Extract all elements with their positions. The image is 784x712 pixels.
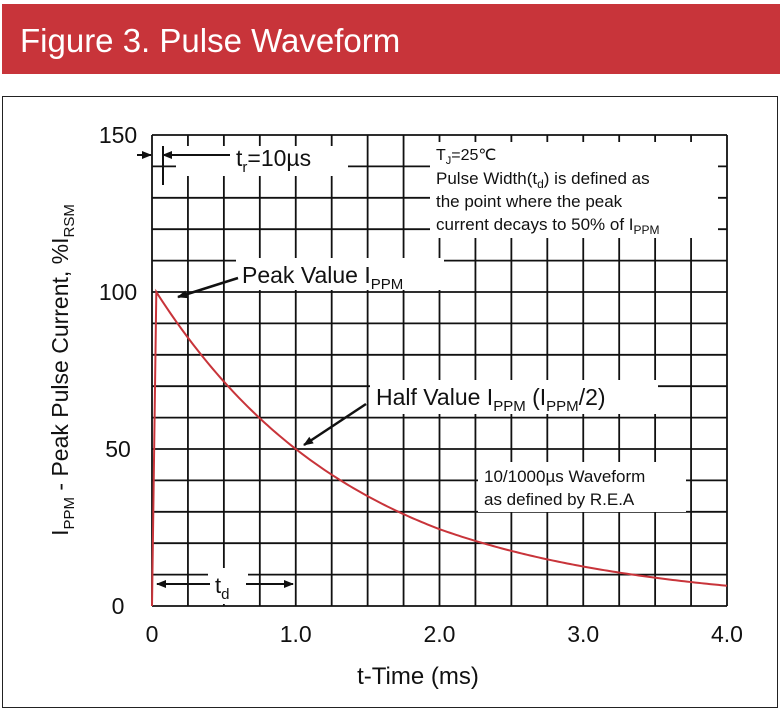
pulse-width-line2: the point where the peak — [436, 192, 623, 211]
x-tick-label: 2.0 — [424, 621, 456, 647]
half-value-label: Half Value IPPM (IPPM/2) — [376, 384, 606, 415]
waveform-backdrop — [478, 462, 686, 512]
td-label: td — [215, 573, 229, 603]
x-tick-labels: 0 1.0 2.0 3.0 4.0 — [146, 621, 743, 647]
pulse-width-line1: Pulse Width(td) is defined as — [436, 169, 650, 191]
peak-value-label: Peak Value IPPM — [242, 262, 403, 293]
pulse-width-line3: current decays to 50% of IPPM — [436, 215, 660, 237]
x-tick-label: 1.0 — [280, 621, 312, 647]
half-backdrop — [370, 380, 658, 414]
peak-backdrop — [236, 258, 444, 290]
y-tick-label: 150 — [99, 122, 137, 148]
y-tick-labels: 0 50 100 150 — [99, 122, 137, 619]
figure-title: Figure 3. Pulse Waveform — [20, 22, 401, 59]
x-tick-label: 3.0 — [567, 621, 599, 647]
td-backdrop — [208, 568, 248, 604]
waveform-line2: as defined by R.E.A — [484, 490, 635, 509]
y-tick-label: 100 — [99, 279, 137, 305]
rise-time-label: tr=10µs — [236, 145, 311, 176]
figure-header: Figure 3. Pulse Waveform — [2, 4, 780, 74]
y-axis-label: IPPM - Peak Pulse Current, %IRSM — [47, 204, 78, 536]
waveform-curve — [151, 288, 728, 607]
x-axis-label: t-Time (ms) — [357, 663, 479, 690]
y-tick-label: 0 — [112, 593, 125, 619]
chart-frame — [2, 96, 778, 708]
tj-label: TJ=25℃ — [436, 147, 496, 167]
waveform-line1: 10/1000µs Waveform — [484, 467, 645, 486]
x-tick-label: 0 — [146, 621, 159, 647]
rise-time-backdrop — [176, 146, 348, 176]
half-value-arrow — [303, 402, 367, 447]
x-tick-label: 4.0 — [711, 621, 743, 647]
note-backdrop — [430, 142, 718, 238]
y-tick-label: 50 — [105, 436, 131, 462]
peak-value-arrow — [177, 276, 239, 299]
